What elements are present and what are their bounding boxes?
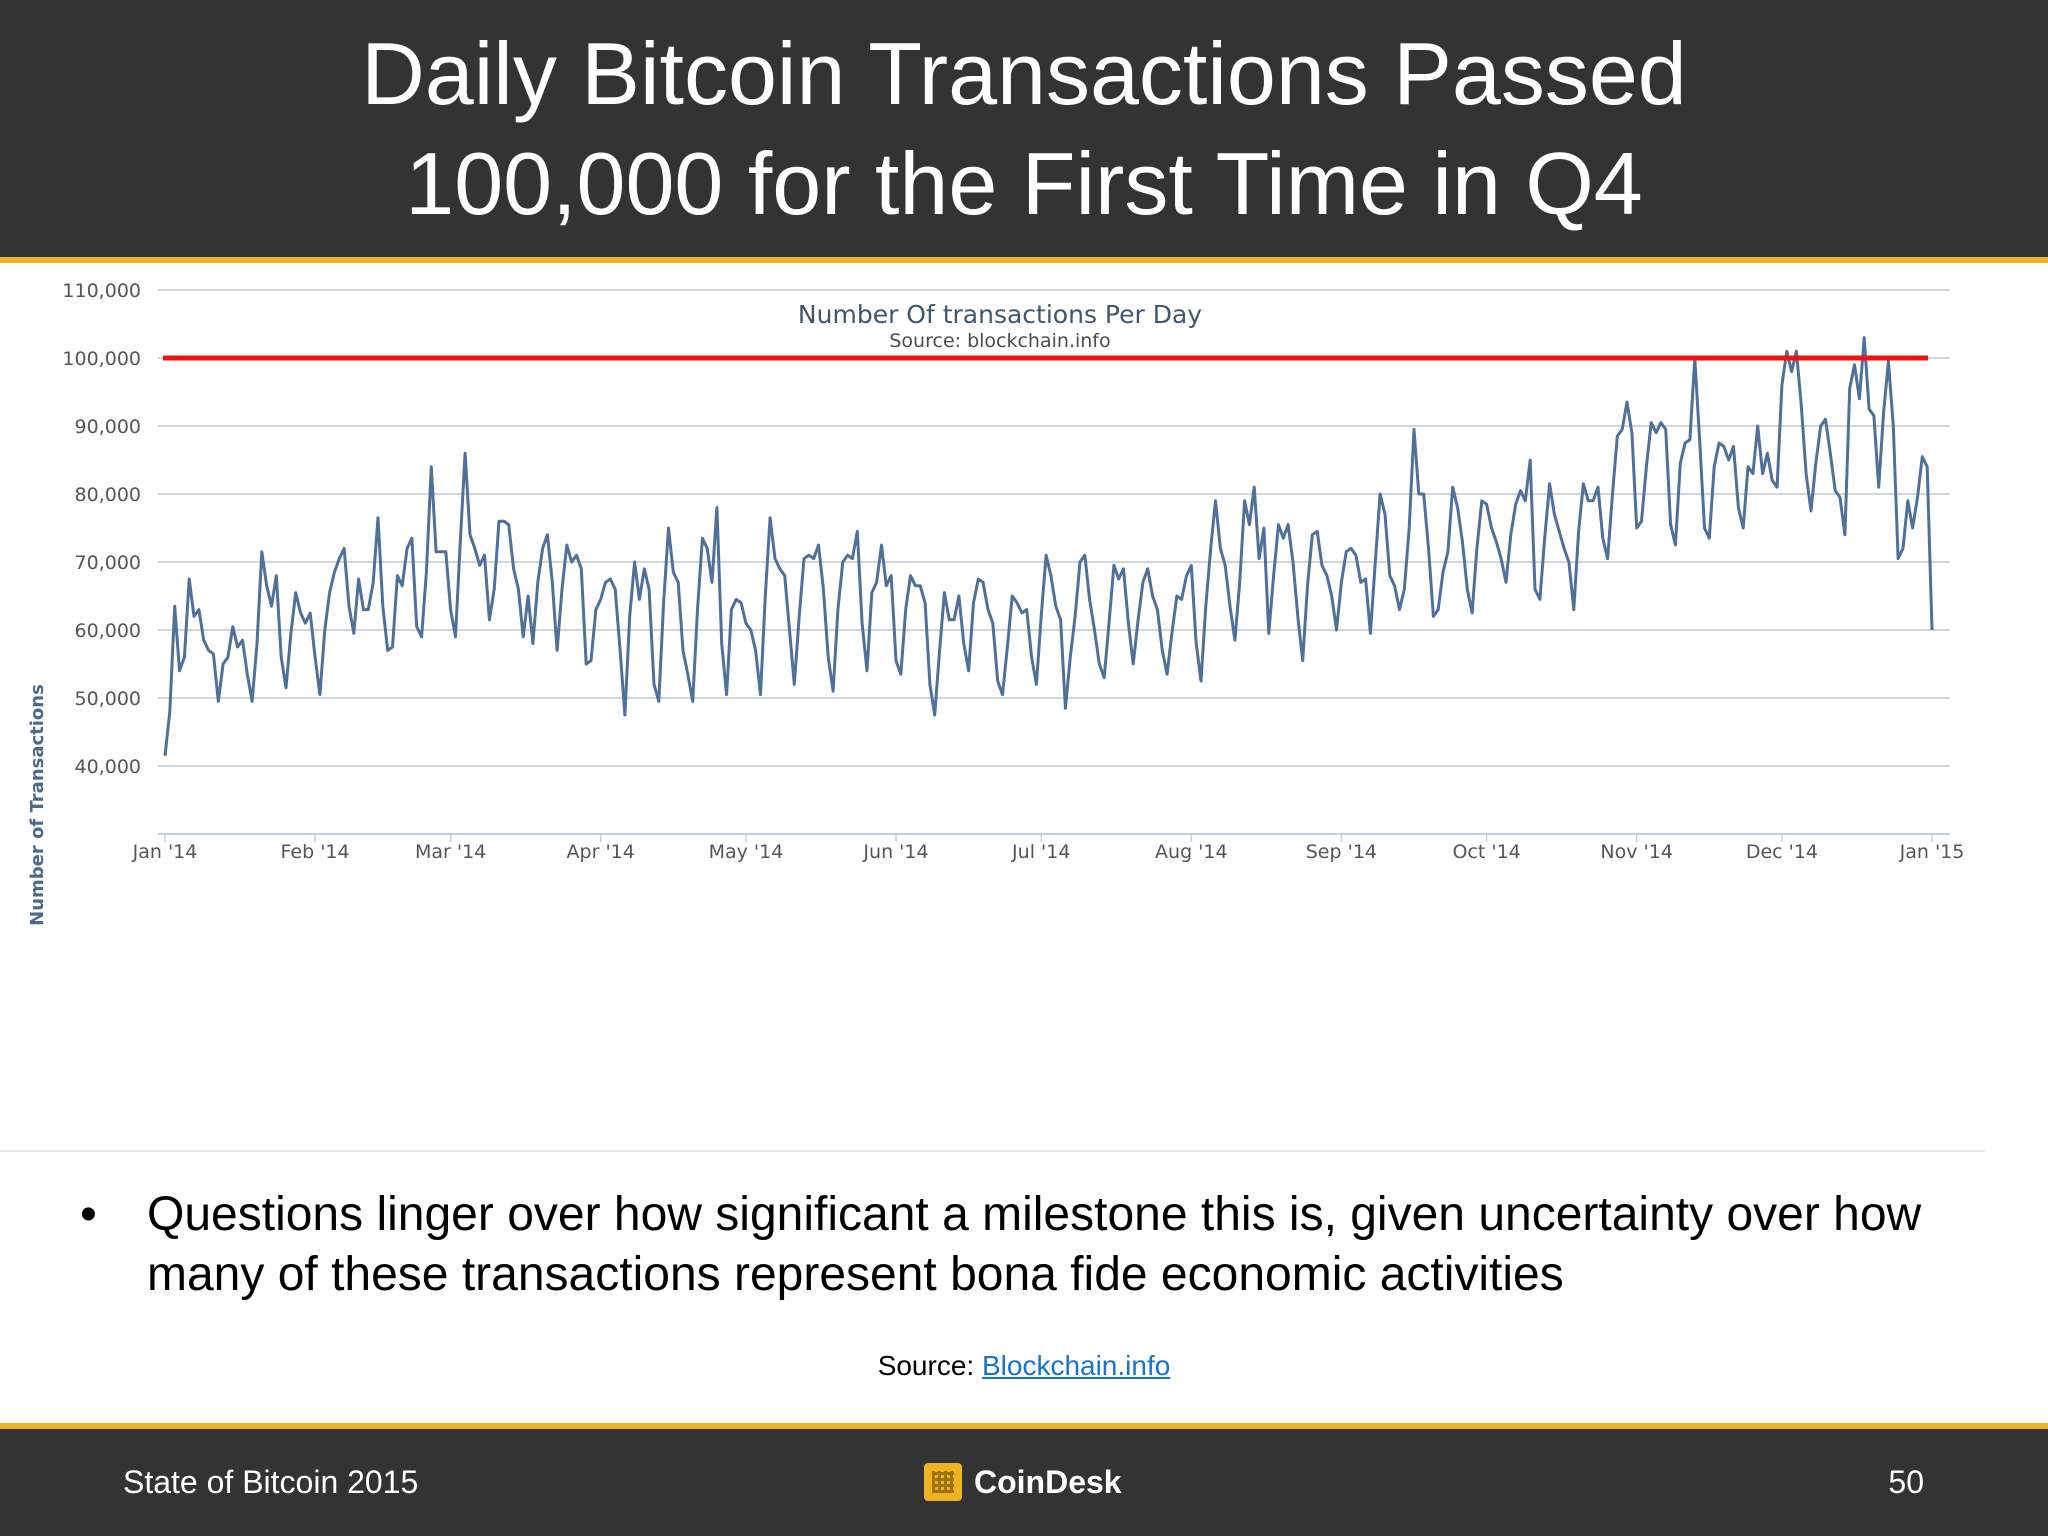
footer-report-name: State of Bitcoin 2015 <box>123 1464 419 1500</box>
slide-footer: State of Bitcoin 2015 CoinDesk 50 <box>0 1423 2048 1536</box>
coindesk-logo-icon <box>924 1463 962 1501</box>
transactions-chart: Number Of transactions Per Day Source: b… <box>27 280 1965 926</box>
x-tick-label: Jan '14 <box>132 841 198 863</box>
x-tick-label: Jul '14 <box>1011 841 1070 863</box>
x-tick-label: Mar '14 <box>415 841 486 863</box>
y-tick-label: 110,000 <box>62 280 141 302</box>
y-tick-label: 40,000 <box>75 756 141 778</box>
y-tick-label: 70,000 <box>75 552 141 574</box>
x-tick-label: Sep '14 <box>1306 841 1377 863</box>
x-tick-label: Jan '15 <box>1899 841 1965 863</box>
bullet-item: • Questions linger over how significant … <box>80 1185 1980 1305</box>
y-tick-label: 60,000 <box>75 620 141 642</box>
chart-title: Number Of transactions Per Day <box>798 300 1202 329</box>
chart-divider <box>0 1150 1985 1152</box>
x-tick-label: Apr '14 <box>567 841 635 863</box>
x-tick-labels: Jan '14 Feb '14 Mar '14 Apr '14 May '14 Jun '… <box>132 834 1965 863</box>
x-tick-label: May '14 <box>709 841 784 863</box>
bullet-text: Questions linger over how significant a … <box>147 1188 1922 1301</box>
chart-subtitle: Source: blockchain.info <box>889 330 1110 352</box>
page-number: 50 <box>1888 1464 1924 1500</box>
slide-title: Daily Bitcoin Transactions Passed 100,00… <box>361 23 1687 233</box>
x-tick-label: Dec '14 <box>1746 841 1818 863</box>
bullet-glyph: • <box>80 1188 97 1241</box>
slide-header: Daily Bitcoin Transactions Passed 100,00… <box>0 0 2048 263</box>
y-tick-label: 80,000 <box>75 484 141 506</box>
chart-container: Number Of transactions Per Day Source: b… <box>0 280 2048 1150</box>
y-axis-label: Number of Transactions <box>27 684 48 926</box>
y-tick-label: 50,000 <box>75 688 141 710</box>
y-tick-label: 100,000 <box>62 348 141 370</box>
coindesk-logo: CoinDesk <box>924 1457 1122 1507</box>
x-tick-label: Oct '14 <box>1452 841 1520 863</box>
bullet-list: • Questions linger over how significant … <box>80 1185 1980 1305</box>
x-tick-label: Jun '14 <box>862 841 928 863</box>
coindesk-logo-text: CoinDesk <box>974 1463 1122 1500</box>
x-tick-label: Aug '14 <box>1155 841 1228 863</box>
x-tick-label: Nov '14 <box>1600 841 1673 863</box>
source-prefix: Source: <box>877 1350 982 1381</box>
source-line: Source: Blockchain.info <box>0 1350 2048 1382</box>
source-link[interactable]: Blockchain.info <box>981 1350 1171 1381</box>
x-tick-label: Feb '14 <box>281 841 350 863</box>
y-tick-label: 90,000 <box>75 416 141 438</box>
series-line-transactions <box>163 336 1934 756</box>
y-tick-labels: 40,000 50,000 60,000 70,000 80,000 90,000 100,… <box>62 280 141 778</box>
